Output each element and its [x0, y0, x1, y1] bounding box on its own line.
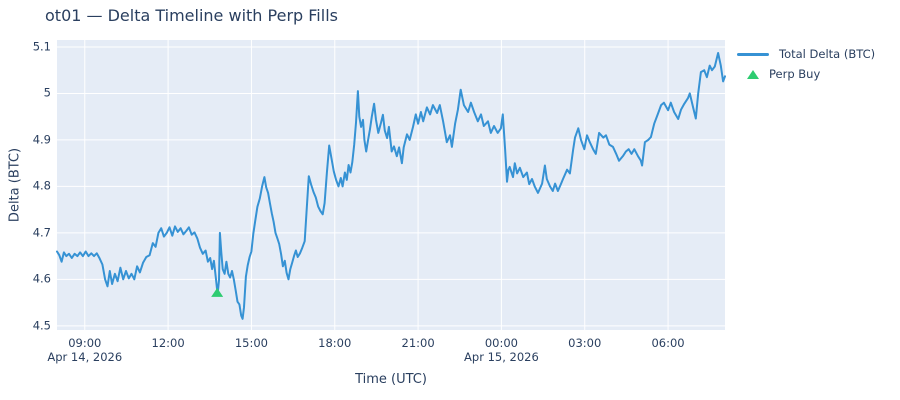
perp-buy-marker [211, 287, 224, 297]
legend: Total Delta (BTC) Perp Buy [737, 44, 875, 84]
x-tick-label: 03:00 [568, 336, 602, 350]
y-tick-label: 4.7 [32, 225, 51, 240]
y-tick-label: 5 [43, 85, 51, 100]
x-tick-label: 15:00 [234, 336, 268, 350]
legend-label: Perp Buy [769, 67, 821, 81]
total-delta-line [56, 52, 726, 320]
x-axis-title: Time (UTC) [355, 372, 427, 387]
x-date-label: Apr 15, 2026 [464, 350, 539, 364]
line-swatch-icon [737, 52, 769, 56]
y-axis-title: Delta (BTC) [7, 147, 23, 223]
triangle-up-icon [747, 69, 759, 79]
x-tick-label: 06:00 [651, 336, 685, 350]
x-tick-label: 12:00 [151, 336, 185, 350]
x-tick-label: 09:00 [68, 336, 102, 350]
legend-item-total-delta[interactable]: Total Delta (BTC) [737, 44, 875, 64]
y-tick-label: 4.8 [32, 178, 51, 193]
legend-item-perp-buy[interactable]: Perp Buy [737, 64, 875, 84]
y-tick-label: 5.1 [32, 39, 51, 54]
y-tick-label: 4.5 [32, 318, 51, 333]
x-tick-label: 21:00 [401, 336, 435, 350]
y-tick-label: 4.9 [32, 132, 51, 147]
plot-background [57, 40, 725, 330]
x-tick-label: 18:00 [318, 336, 352, 350]
chart-title: ot01 — Delta Timeline with Perp Fills [45, 6, 338, 25]
legend-label: Total Delta (BTC) [779, 47, 876, 61]
x-tick-label: 00:00 [484, 336, 518, 350]
x-date-label: Apr 14, 2026 [47, 350, 123, 364]
y-tick-label: 4.6 [32, 271, 51, 286]
